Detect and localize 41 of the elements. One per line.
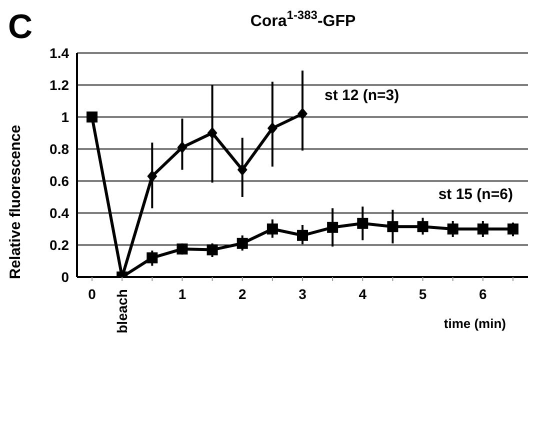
y-tick-label: 1 bbox=[61, 108, 70, 125]
y-axis-title: Relative fluorescence bbox=[7, 124, 24, 280]
point bbox=[206, 244, 218, 256]
y-tick-label: 0.4 bbox=[50, 204, 70, 221]
x-tick-label: 3 bbox=[298, 286, 307, 302]
point bbox=[86, 112, 98, 122]
point bbox=[447, 224, 458, 234]
point bbox=[176, 244, 188, 254]
chart-title: Cora$^{1-383}$-GFP bbox=[250, 8, 356, 30]
point bbox=[417, 221, 428, 232]
x-tick-label: 2 bbox=[238, 286, 246, 302]
point bbox=[327, 222, 338, 233]
y-tick-label: 0.6 bbox=[50, 172, 70, 189]
point bbox=[297, 230, 308, 241]
text: C bbox=[8, 8, 33, 46]
y-tick-label: 0.8 bbox=[50, 140, 70, 157]
point bbox=[146, 252, 158, 264]
point bbox=[298, 108, 308, 120]
x-tick-label: 5 bbox=[418, 286, 427, 302]
point bbox=[177, 141, 188, 154]
point bbox=[266, 224, 278, 234]
y-tick-label: 1.2 bbox=[50, 76, 70, 93]
x-tick-label: 1 bbox=[178, 286, 186, 302]
point bbox=[236, 238, 248, 249]
x-tick-label: 0 bbox=[88, 286, 96, 302]
series-label: st 15 (n=6) bbox=[438, 186, 513, 203]
x-tick-label: bleach bbox=[114, 289, 130, 334]
y-tick-label: 0 bbox=[61, 268, 70, 285]
series-label: st 12 (n=3) bbox=[324, 86, 400, 104]
point bbox=[387, 221, 398, 232]
x-tick-label: 6 bbox=[479, 286, 487, 302]
point bbox=[357, 218, 368, 229]
point bbox=[477, 224, 488, 234]
y-tick-label: 0.2 bbox=[50, 236, 70, 253]
x-axis-title: time (min) bbox=[444, 316, 506, 331]
point bbox=[267, 122, 278, 134]
y-tick-label: 1.4 bbox=[50, 44, 70, 61]
point bbox=[507, 224, 518, 234]
x-tick-label: 4 bbox=[358, 286, 367, 302]
point bbox=[207, 127, 218, 139]
point bbox=[237, 164, 248, 176]
